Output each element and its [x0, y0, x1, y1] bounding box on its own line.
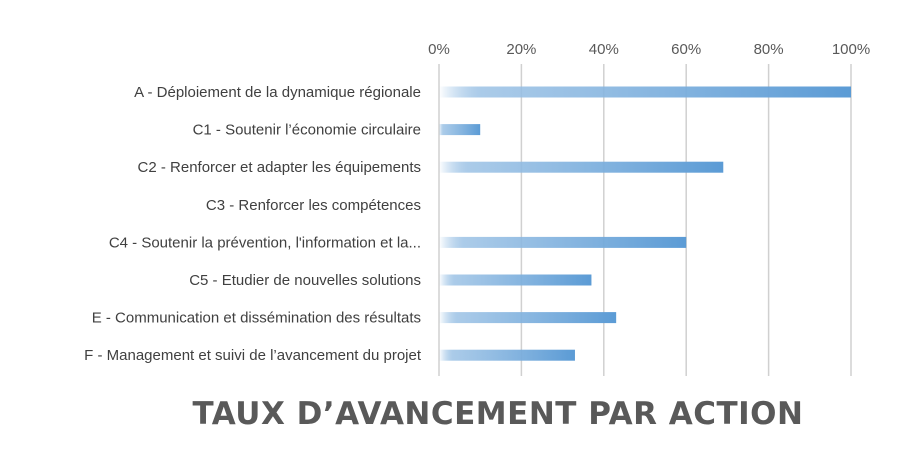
category-label: F - Management et suivi de l’avancement …	[84, 347, 422, 364]
bar	[439, 124, 481, 136]
x-tick-label: 80%	[754, 41, 784, 58]
category-label: C3 - Renforcer les compétences	[206, 197, 421, 214]
category-label: C4 - Soutenir la prévention, l'informati…	[109, 234, 421, 251]
x-tick-label: 0%	[428, 41, 450, 58]
category-label: C2 - Renforcer et adapter les équipement…	[138, 159, 421, 176]
bar	[439, 236, 687, 248]
category-label: E - Communication et dissémination des r…	[92, 310, 421, 327]
category-labels: A - Déploiement de la dynamique régional…	[84, 84, 422, 364]
x-tick-label: 40%	[589, 41, 619, 58]
bar	[439, 349, 575, 361]
x-axis-ticks: 0% 20% 40% 60% 80% 100%	[428, 41, 870, 58]
bar	[439, 274, 592, 286]
x-tick-label: 60%	[671, 41, 701, 58]
category-label: C5 - Etudier de nouvelles solutions	[189, 272, 421, 289]
x-tick-label: 20%	[506, 41, 536, 58]
bar	[439, 86, 851, 98]
bar	[439, 312, 617, 324]
chart-title: TAUX D’AVANCEMENT PAR ACTION	[192, 396, 804, 432]
bars	[439, 86, 851, 361]
gridlines	[438, 64, 852, 376]
category-label: A - Déploiement de la dynamique régional…	[134, 84, 421, 101]
x-tick-label: 100%	[832, 41, 870, 58]
bar	[439, 161, 724, 173]
category-label: C1 - Soutenir l’économie circulaire	[193, 122, 421, 139]
